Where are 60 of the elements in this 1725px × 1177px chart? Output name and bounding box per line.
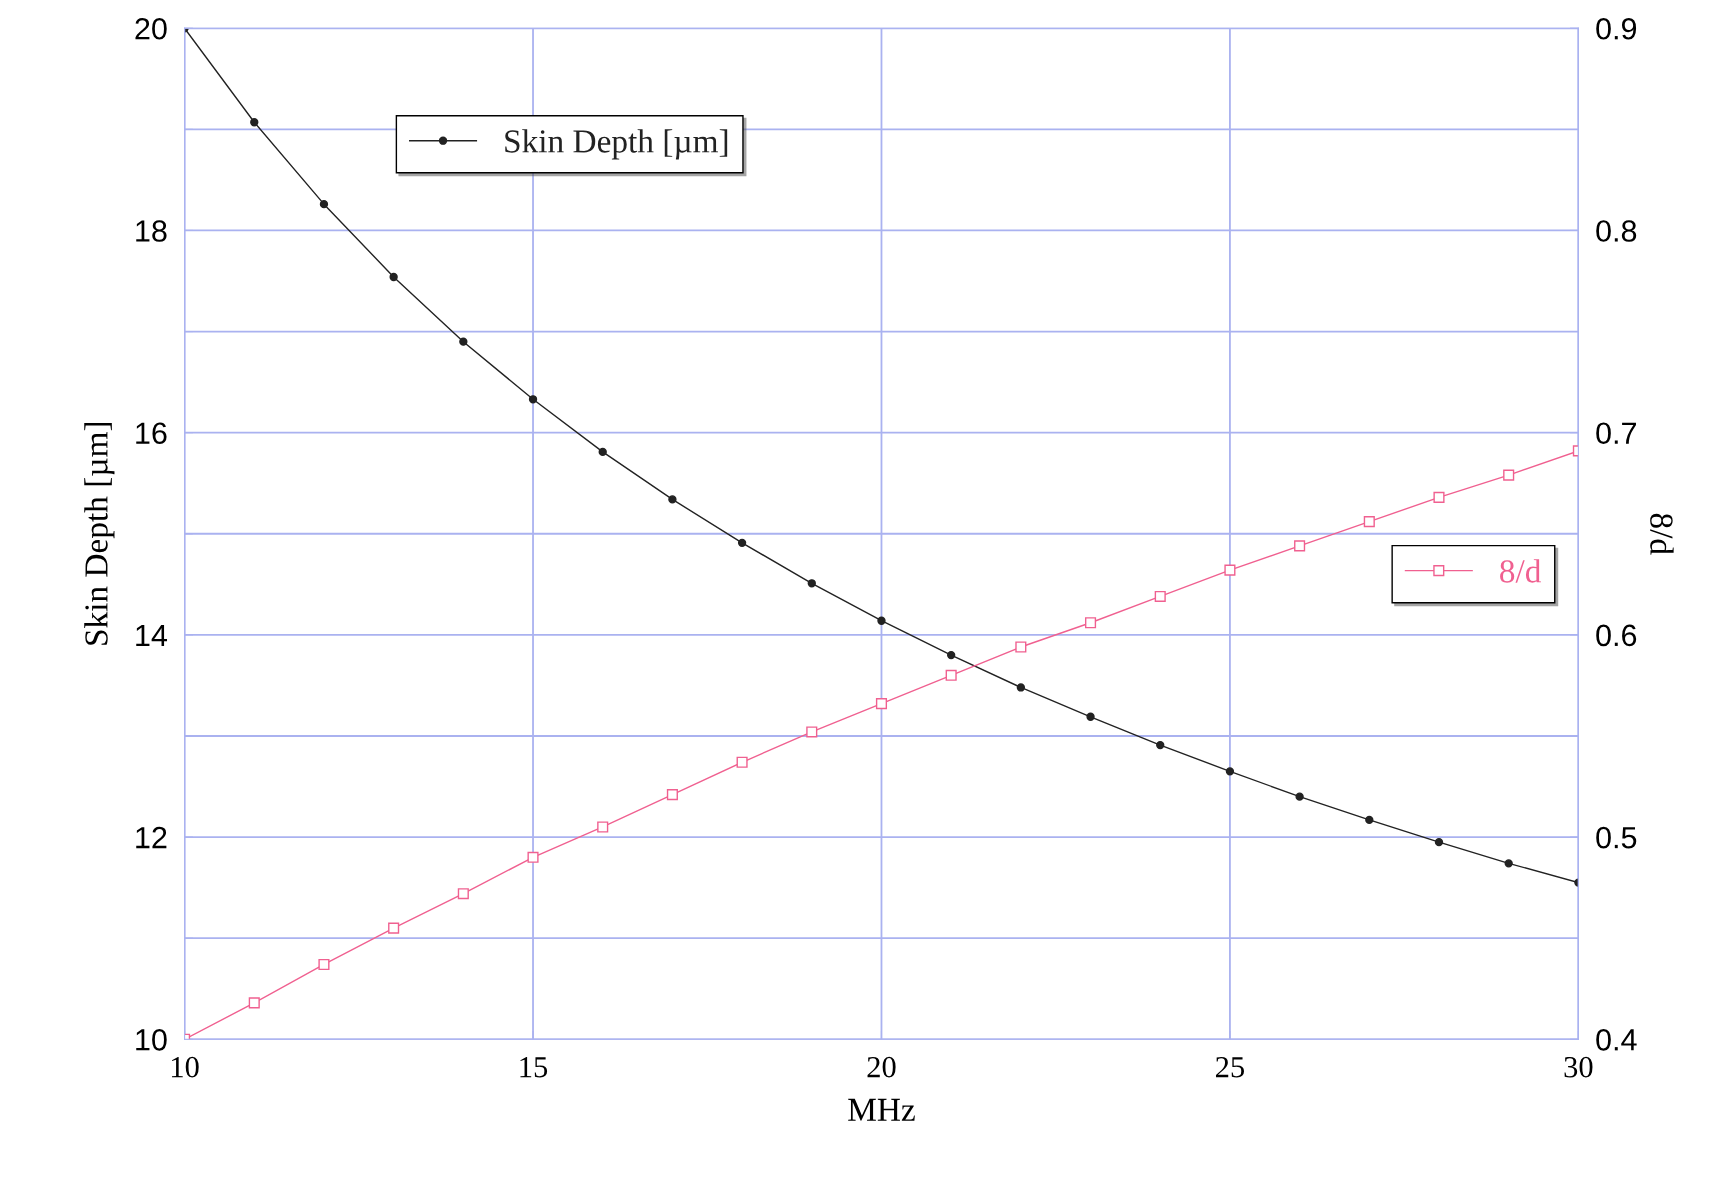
point: [1503, 469, 1515, 481]
point: [1016, 683, 1026, 692]
point: [1295, 792, 1304, 801]
x-tick-label: 15: [520, 1056, 548, 1078]
point: [1433, 491, 1445, 503]
point: [668, 495, 677, 504]
point: [1224, 564, 1236, 576]
point: [598, 447, 607, 457]
y-tick-label: 16: [136, 422, 167, 445]
y-tick-label: 12: [136, 826, 167, 849]
x-axis-title: MHz: [848, 1098, 915, 1121]
point: [248, 997, 260, 1009]
y2-tick-label: 0.4: [1596, 1029, 1637, 1051]
y-tick-label: 18: [136, 220, 167, 242]
y-tick-label: 20: [135, 17, 167, 40]
point: [945, 669, 957, 681]
point: [736, 756, 748, 768]
point: [250, 118, 259, 127]
x-tick-label: 10: [171, 1056, 199, 1078]
point: [1225, 767, 1235, 776]
x-tick-label: 30: [1564, 1056, 1593, 1078]
point: [527, 851, 539, 863]
y2-axis-title: 8/d: [1650, 513, 1674, 555]
y2-tick-label: 0.5: [1596, 826, 1637, 849]
y-tick-label: 10: [136, 1029, 167, 1051]
y2-tick-label: 0.9: [1596, 17, 1637, 40]
point: [388, 922, 400, 934]
y2-tick-label: 0.8: [1596, 220, 1637, 242]
legend-label: 8/d: [1500, 559, 1541, 583]
point: [1086, 712, 1095, 721]
point: [806, 726, 818, 738]
point: [737, 538, 747, 548]
point: [1504, 859, 1513, 868]
point: [319, 200, 329, 209]
point: [597, 821, 609, 833]
point: [1363, 516, 1375, 528]
y-tick-label: 14: [136, 624, 168, 646]
point: [946, 650, 956, 660]
legend-label: Skin Depth [µm]: [505, 129, 728, 160]
point: [318, 958, 330, 971]
point: [1434, 837, 1444, 847]
point: [389, 272, 398, 282]
y2-tick-label: 0.6: [1596, 624, 1637, 647]
point: [1015, 641, 1027, 653]
point: [1154, 590, 1166, 603]
point: [1365, 815, 1374, 825]
point: [457, 888, 469, 900]
x-tick-label: 25: [1215, 1056, 1245, 1078]
point: [807, 579, 816, 588]
point: [666, 789, 678, 801]
x-tick-label: 20: [867, 1056, 896, 1078]
point: [528, 395, 538, 404]
point: [1084, 617, 1097, 629]
point: [1156, 740, 1165, 750]
point: [1294, 540, 1306, 552]
point: [877, 616, 886, 625]
y-axis-title: Skin Depth [µm]: [84, 422, 115, 645]
point: [875, 698, 888, 710]
y2-tick-label: 0.7: [1596, 422, 1636, 445]
point: [459, 337, 468, 346]
